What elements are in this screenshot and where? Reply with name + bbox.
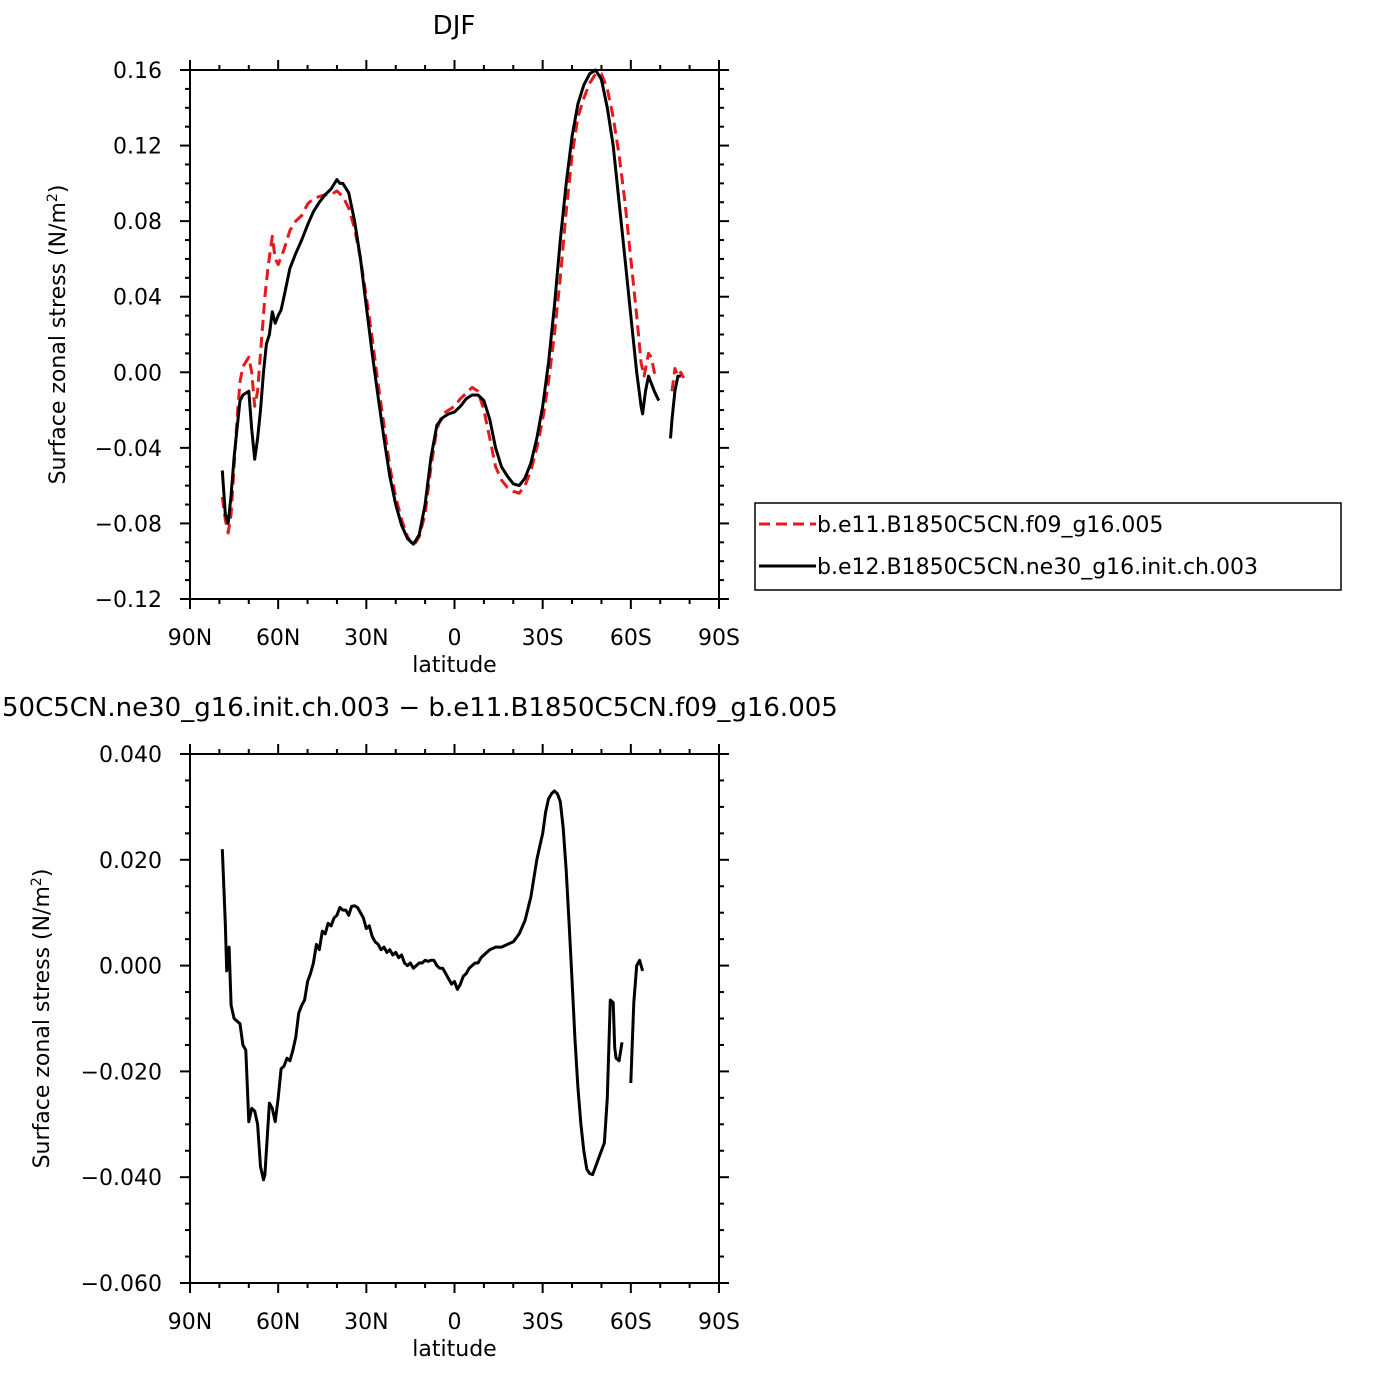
y-tick-label: 0.12 <box>113 135 162 160</box>
x-tick-label: 60S <box>610 1310 652 1335</box>
legend-label-2: b.e12.B1850C5CN.ne30_g16.init.ch.003 <box>817 555 1258 580</box>
y-tick-label: −0.12 <box>95 588 162 613</box>
x-tick-label: 30S <box>522 1310 564 1335</box>
y-tick-label: 0.08 <box>113 210 162 235</box>
series-line-1 <box>220 789 624 1182</box>
x-tick-label: 0 <box>448 626 462 651</box>
top-panel-djf: DJF 90N 60N 30N 0 30S 60S 90S −0.12 −0.08 −0.04 0.0… <box>45 11 740 678</box>
legend-box <box>754 502 1342 591</box>
chart-title: 50C5CN.ne30_g16.init.ch.003 − b.e11.B185… <box>2 693 838 723</box>
bottom-panel-difference: 50C5CN.ne30_g16.init.ch.003 − b.e11.B185… <box>2 693 838 1362</box>
series-line-1 <box>629 958 645 1084</box>
y-tick-label: 0.00 <box>113 361 162 386</box>
x-tick-label: 90S <box>698 626 740 651</box>
y-tick-label: −0.020 <box>81 1060 162 1085</box>
y-tick-label: 0.16 <box>113 59 162 84</box>
x-tick-label: 60N <box>256 626 300 651</box>
y-axis-label: Surface zonal stress (N/m2) <box>29 869 55 1169</box>
x-tick-label: 60S <box>610 626 652 651</box>
x-tick-label: 90N <box>168 626 212 651</box>
x-tick-label: 90S <box>698 1310 740 1335</box>
y-tick-label: 0.000 <box>99 955 162 980</box>
x-tick-label: 30N <box>344 626 388 651</box>
series-line-1 <box>670 367 686 392</box>
series-line-1 <box>220 72 660 548</box>
y-tick-label: −0.040 <box>81 1166 162 1191</box>
x-axis-label: latitude <box>412 653 496 678</box>
y-tick-label: 0.020 <box>99 849 162 874</box>
legend-label-1: b.e11.B1850C5CN.f09_g16.005 <box>817 513 1163 538</box>
x-tick-label: 90N <box>168 1310 212 1335</box>
y-tick-label: 0.040 <box>99 743 162 768</box>
y-tick-label: −0.08 <box>95 512 162 537</box>
series-line-2 <box>669 374 681 439</box>
x-axis-label: latitude <box>412 1337 496 1362</box>
x-tick-label: 0 <box>448 1310 462 1335</box>
x-tick-label: 60N <box>256 1310 300 1335</box>
series-line-2 <box>220 68 661 546</box>
y-tick-label: 0.04 <box>113 286 162 311</box>
y-tick-label: −0.060 <box>81 1272 162 1297</box>
y-tick-label: −0.04 <box>95 437 162 462</box>
y-axis-label: Surface zonal stress (N/m2) <box>45 185 71 485</box>
x-tick-label: 30N <box>344 1310 388 1335</box>
chart-title: DJF <box>433 11 476 41</box>
x-tick-label: 30S <box>522 626 564 651</box>
plot-frame <box>189 753 720 1284</box>
legend: b.e11.B1850C5CN.f09_g16.005 b.e12.B1850C5… <box>754 502 1342 591</box>
